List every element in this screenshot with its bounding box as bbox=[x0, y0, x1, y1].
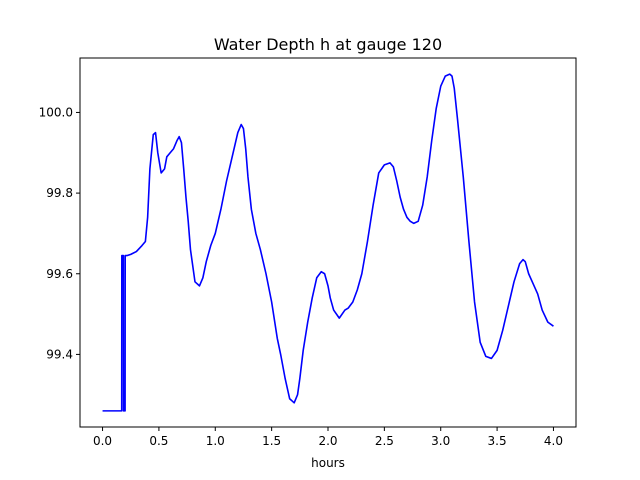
x-tick-label: 4.0 bbox=[544, 434, 563, 448]
x-tick-label: 3.0 bbox=[431, 434, 450, 448]
x-tick-label: 2.5 bbox=[375, 434, 394, 448]
chart-title: Water Depth h at gauge 120 bbox=[214, 35, 442, 54]
y-tick-label: 100.0 bbox=[39, 105, 73, 119]
x-tick-label: 0.0 bbox=[93, 434, 112, 448]
x-tick-label: 0.5 bbox=[149, 434, 168, 448]
x-tick-label: 1.0 bbox=[206, 434, 225, 448]
x-axis-label: hours bbox=[311, 456, 345, 470]
y-tick-label: 99.4 bbox=[46, 347, 73, 361]
y-tick-label: 99.8 bbox=[46, 186, 73, 200]
x-tick-label: 1.5 bbox=[262, 434, 281, 448]
y-tick-label: 99.6 bbox=[46, 267, 73, 281]
x-tick-label: 3.5 bbox=[488, 434, 507, 448]
x-tick-label: 2.0 bbox=[318, 434, 337, 448]
series-line-0 bbox=[102, 73, 554, 412]
plot-frame bbox=[79, 57, 577, 428]
